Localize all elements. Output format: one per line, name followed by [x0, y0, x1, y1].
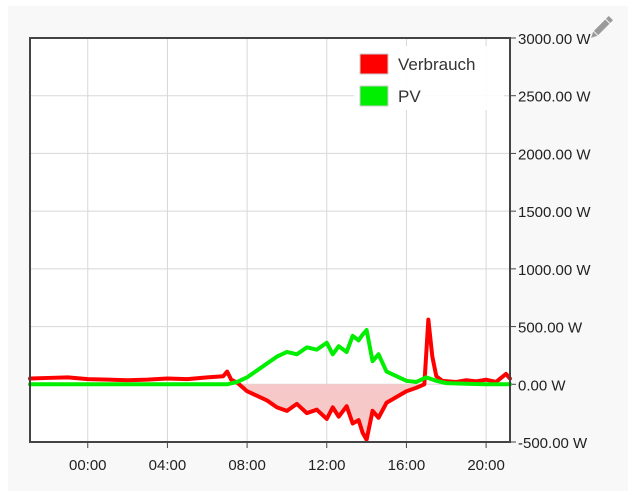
x-tick-label: 16:00 — [388, 457, 426, 474]
legend-label-pv: PV — [398, 87, 421, 106]
x-tick-label: 00:00 — [69, 457, 107, 474]
y-tick-label: 500.00 W — [518, 320, 583, 337]
y-tick-label: 0.00 W — [518, 377, 566, 394]
y-tick-label: 2000.00 W — [518, 146, 591, 163]
plot-frame — [29, 37, 511, 443]
series-line-verbrauch — [28, 317, 512, 442]
pencil-icon[interactable] — [585, 12, 617, 44]
chart-panel: 3000.00 W 2500.00 W 2000.00 W 1500.00 W 1000… — [8, 6, 628, 491]
x-tick-label: 12:00 — [308, 457, 346, 474]
series-area-verbrauch — [30, 384, 510, 440]
x-tick-label: 20:00 — [467, 457, 505, 474]
y-tick-label: 3000.00 W — [518, 31, 591, 48]
power-chart: 3000.00 W 2500.00 W 2000.00 W 1500.00 W 1000… — [28, 31, 591, 474]
x-tick-label: 04:00 — [149, 457, 187, 474]
y-tick-label: 1500.00 W — [518, 204, 591, 221]
legend-swatch-pv — [359, 85, 389, 107]
y-tick-label: 2500.00 W — [518, 89, 591, 106]
y-tick-label: -500.00 W — [518, 435, 588, 452]
y-tick-label: 1000.00 W — [518, 262, 591, 279]
legend-label-verbrauch: Verbrauch — [398, 55, 476, 74]
x-tick-label: 08:00 — [228, 457, 266, 474]
series-line-pv — [28, 328, 512, 387]
legend-swatch-verbrauch — [359, 53, 389, 75]
